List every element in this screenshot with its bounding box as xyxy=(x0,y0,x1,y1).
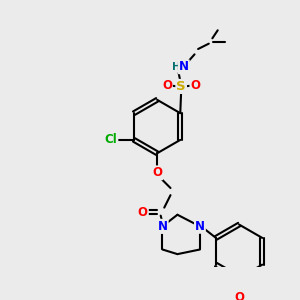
Text: O: O xyxy=(162,79,172,92)
Text: N: N xyxy=(195,220,205,233)
Text: N: N xyxy=(158,220,167,233)
Text: N: N xyxy=(158,220,167,233)
Text: N: N xyxy=(179,60,189,73)
Text: H: H xyxy=(172,62,181,72)
Text: O: O xyxy=(152,167,162,179)
Text: O: O xyxy=(138,206,148,219)
Text: O: O xyxy=(190,79,200,92)
Text: O: O xyxy=(234,291,244,300)
Text: Cl: Cl xyxy=(104,134,117,146)
Text: S: S xyxy=(176,80,186,93)
